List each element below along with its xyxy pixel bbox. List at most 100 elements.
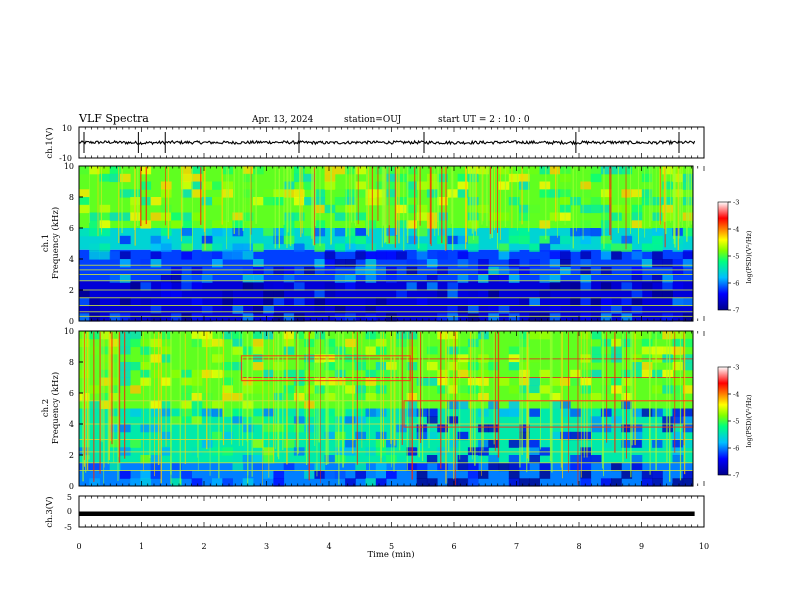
spectrogram-cell	[467, 478, 479, 487]
spectrogram-cell	[641, 408, 653, 417]
spectrogram-cell	[447, 439, 459, 448]
spectrogram-cell	[222, 297, 233, 307]
spectrogram-cell	[99, 331, 111, 340]
spectrogram-cell	[580, 204, 592, 214]
ch3-ytick-top: 5	[67, 493, 72, 502]
spectrogram-cell	[672, 416, 684, 425]
spectrogram-cell	[99, 243, 111, 252]
spectrogram-cell	[426, 346, 438, 355]
spectrogram-cell	[529, 204, 540, 214]
ytick-label: 8	[69, 193, 74, 202]
ytick-label: 4	[69, 255, 74, 264]
spectrogram-cell	[641, 470, 653, 479]
spectrogram-cell	[181, 369, 192, 379]
spectrogram-cell	[365, 189, 377, 198]
spectrogram-cell	[314, 243, 326, 252]
spectrogram-cell	[89, 331, 100, 340]
spectrogram-cell	[386, 228, 397, 237]
spectrogram-cell	[109, 251, 121, 260]
spectrogram-cell	[212, 346, 223, 355]
spectrogram-cell	[150, 235, 162, 245]
spectrogram-cell	[396, 290, 407, 299]
spectrogram-cell	[498, 166, 510, 175]
spectrogram-cell	[345, 259, 356, 268]
ch2-spectrogram-ylabel-freq: Frequency (kHz)	[50, 372, 61, 444]
spectrogram-cell	[662, 197, 673, 206]
spectrogram-cell	[682, 338, 694, 348]
ch1-spectrogram-ylabel-freq: Frequency (kHz)	[50, 207, 61, 279]
spectrogram-cell	[171, 274, 182, 283]
spectrogram-cell	[222, 331, 233, 340]
spectrogram-cell	[580, 259, 592, 268]
ch1-colorbar-label: log(PSD)(V²/Hz)	[745, 230, 753, 283]
spectrogram-cell	[641, 197, 653, 206]
spectrogram-cell	[396, 220, 407, 229]
spectrogram-cell	[488, 313, 499, 322]
spectrogram-cell	[652, 274, 663, 283]
spectrogram-cell	[549, 259, 561, 268]
spectrogram-cell	[478, 290, 489, 299]
spectrogram-cell	[191, 266, 203, 276]
spectrogram-cell	[191, 400, 203, 410]
spectrogram-cell	[160, 282, 172, 291]
spectrogram-cell	[355, 385, 366, 394]
xtick-label: 8	[576, 542, 581, 551]
spectrogram-cell	[631, 462, 643, 472]
spectrogram-cell	[549, 235, 561, 245]
spectrogram-cell	[672, 478, 684, 487]
ch3-waveform-panel: 5 0 -5 ch.3(V)	[44, 493, 705, 532]
spectrogram-cell	[600, 297, 612, 307]
spectrogram-cell	[416, 204, 428, 214]
spectrogram-cell	[365, 243, 377, 252]
spectrogram-cell	[345, 385, 356, 394]
spectrogram-cell	[283, 424, 295, 433]
spectrogram-cell	[293, 338, 305, 348]
spectrogram-cell	[109, 416, 121, 425]
spectrogram-cell	[467, 243, 479, 252]
ytick-label: 6	[69, 224, 74, 233]
spectrogram-cell	[273, 266, 285, 276]
spectrogram-cell	[682, 259, 694, 268]
spectrogram-cell	[529, 478, 540, 487]
spectrogram-cell	[662, 385, 673, 394]
spectrogram-cell	[560, 377, 571, 386]
spectrogram-cell	[386, 235, 397, 245]
spectrogram-cell	[437, 197, 448, 206]
spectrogram-cell	[375, 470, 387, 479]
spectrogram-cell	[314, 470, 326, 479]
spectrogram-cell	[191, 377, 203, 386]
spectrogram-cell	[519, 462, 530, 472]
spectrogram-cell	[99, 173, 111, 183]
spectrogram-cell	[406, 189, 418, 198]
spectrogram-cell	[191, 274, 203, 283]
spectrogram-cell	[89, 478, 100, 487]
ch2-spectrogram-frame	[78, 330, 694, 487]
spectrogram-cell	[89, 297, 100, 307]
spectrogram-cell	[426, 173, 438, 183]
spectrogram-cell	[631, 297, 643, 307]
spectrogram-cell	[662, 313, 673, 322]
spectrogram-cell	[652, 424, 663, 433]
spectrogram-cell	[508, 470, 520, 479]
spectrogram-cell	[89, 305, 100, 314]
spectrogram-cell	[89, 313, 100, 322]
spectrogram-cell	[519, 212, 530, 221]
spectrogram-cell	[519, 369, 530, 379]
spectrogram-cell	[89, 431, 100, 441]
spectrogram-cell	[283, 282, 295, 291]
spectrogram-cell	[242, 166, 254, 175]
spectrogram-cell	[334, 369, 346, 379]
spectrogram-cell	[682, 228, 694, 237]
spectrogram-cell	[375, 297, 387, 307]
spectrogram-cell	[355, 189, 366, 198]
spectrogram-cell	[181, 400, 192, 410]
spectrogram-cell	[631, 228, 643, 237]
spectrogram-cell	[160, 189, 172, 198]
spectrogram-cell	[662, 282, 673, 291]
spectrogram-cell	[365, 297, 377, 307]
spectrogram-cell	[293, 416, 305, 425]
spectrogram-cell	[191, 282, 203, 291]
spectrogram-cell	[508, 362, 520, 371]
spectrogram-cell	[79, 313, 90, 322]
spectrogram-cell	[345, 338, 356, 348]
